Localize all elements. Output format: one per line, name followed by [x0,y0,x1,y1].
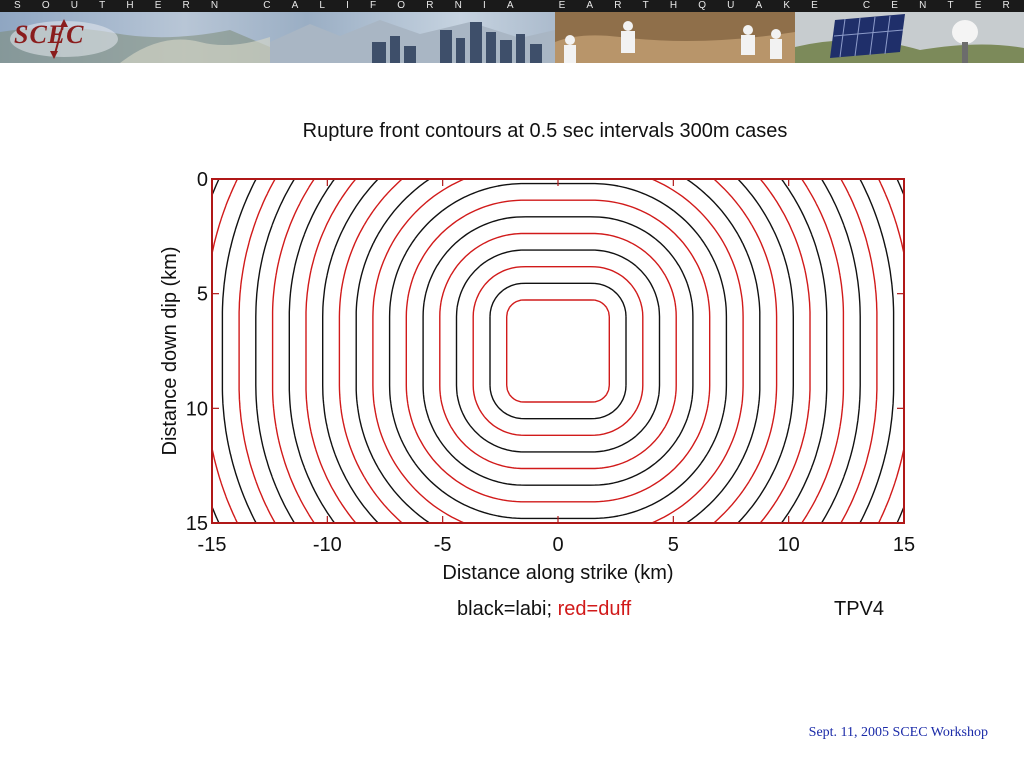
y-tick-label: 10 [186,398,208,420]
x-tick-label: 0 [552,534,563,556]
contour-labi [322,179,794,523]
contour-labi [288,179,828,523]
banner-letter: H [126,0,134,11]
banner-letter: H [669,0,678,11]
footer-text: Sept. 11, 2005 SCEC Workshop [808,725,988,740]
banner-letter: N [454,0,462,11]
banner-letter: K [783,0,791,11]
banner-letter: U [727,0,735,11]
banner-letter: E [974,0,982,11]
contour-labi [489,282,627,420]
banner-letter: A [586,0,594,11]
banner-letter: Q [698,0,707,11]
contour-duff [271,179,845,523]
logo-text: SCEC [14,20,85,49]
contour-duff [472,266,644,436]
x-tick-label: -5 [434,534,452,556]
banner-letter: E [891,0,898,11]
banner-letter [239,0,242,12]
banner-letter: C [862,0,871,11]
y-axis-label: Distance down dip (km) [159,247,181,456]
banner-letter: U [70,0,78,11]
banner-letter: C [263,0,271,11]
banner-letter: E [811,0,818,11]
banner-letter: O [397,0,406,11]
contour-labi [388,182,728,520]
banner-letter: T [947,0,954,11]
y-tick-label: 15 [186,513,208,535]
x-tick-label: 15 [893,534,915,556]
axis-tick-labels: -15 -10 -5 0 5 10 15 0 5 10 15 [186,169,915,556]
banner-letter: A [506,0,514,11]
y-tick-label: 5 [197,284,208,306]
banner-letter: N [210,0,219,11]
contour-duff [338,179,778,523]
contour-duff [372,179,744,523]
banner-letter: A [291,0,299,11]
banner-letter: R [614,0,622,11]
banner-letter: F [370,0,377,11]
x-tick-label: 10 [778,534,800,556]
contour-duff [405,199,711,503]
contour-duff [212,179,904,523]
banner-letter: I [346,0,349,11]
legend-labi: black=labi; [457,598,553,620]
banner-photo-collage [0,12,1024,63]
scec-logo-icon [10,19,118,59]
banner-letter: O [41,0,50,11]
series-legend: black=labi; red=duff [457,598,631,621]
chart-title: Rupture front contours at 0.5 sec interv… [302,120,788,142]
banner-letter: S [14,0,21,11]
banner-letter: I [482,0,486,11]
contour-labi [212,179,904,523]
x-tick-label: -15 [198,534,227,556]
case-label: TPV4 [834,598,885,620]
contour-lines [212,179,904,523]
banner-letter: E [154,0,162,11]
x-axis-label: Distance along strike (km) [442,562,673,584]
banner-letter: R [182,0,190,11]
contour-duff [305,179,811,523]
banner-letter: T [642,0,649,11]
legend-duff: red=duff [557,598,632,620]
contour-labi [221,179,895,523]
contour-labi [255,179,861,523]
contour-duff [506,299,610,403]
contour-duff [439,232,677,470]
x-tick-label: -10 [313,534,342,556]
contour-duff [238,179,878,523]
banner-letter: N [919,0,927,11]
banner-letter: L [319,0,325,11]
plot-frame [211,178,905,524]
contour-labi [455,249,661,453]
banner-letter: R [426,0,434,11]
contour-labi [422,216,694,486]
banner-letter [839,0,842,12]
banner-letter: E [558,0,566,11]
x-tick-label: 5 [668,534,679,556]
y-tick-label: 0 [197,169,208,191]
axis-ticks [211,178,905,524]
banner-letter: T [99,0,106,11]
contour-labi [355,179,761,523]
banner-letter [535,0,538,12]
banner-letter: R [1002,0,1010,11]
banner-letter: A [755,0,763,11]
rupture-contour-chart: -15 -10 -5 0 5 10 15 0 5 10 15 Distance along stri… [159,169,915,584]
